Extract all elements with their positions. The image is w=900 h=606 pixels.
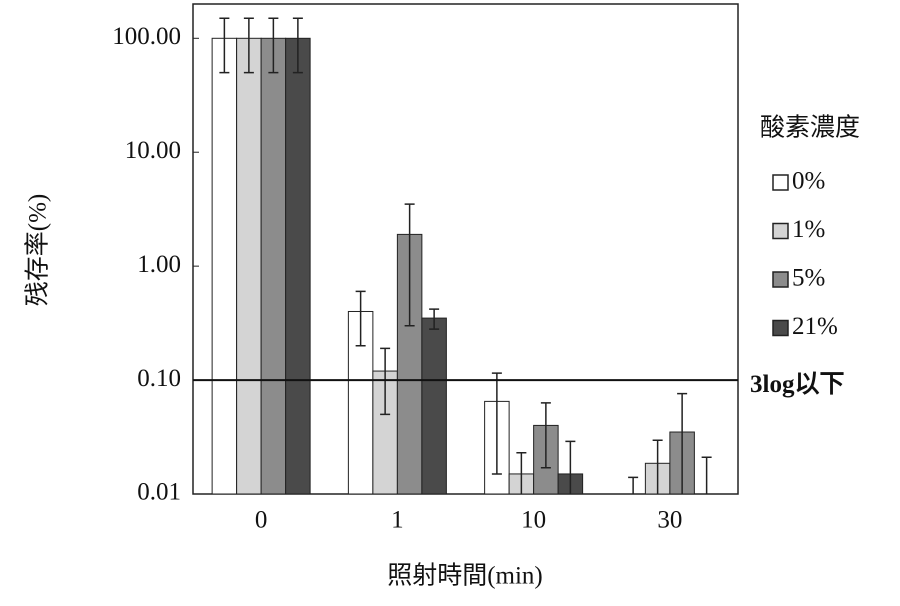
- error-bar: [652, 439, 663, 494]
- legend-label: 21%: [792, 313, 838, 340]
- x-tick-label: 30: [657, 507, 682, 534]
- error-bar: [380, 347, 391, 416]
- legend-label: 1%: [792, 216, 825, 243]
- x-tick-label: 0: [255, 507, 268, 534]
- error-bar: [429, 308, 440, 330]
- legend-title: 酸素濃度: [760, 114, 860, 142]
- legend-swatch: [772, 222, 789, 240]
- error-bar: [292, 17, 303, 74]
- error-bar: [540, 402, 551, 469]
- legend-label: 0%: [792, 168, 825, 195]
- error-bar: [491, 372, 502, 475]
- x-tick-label: 10: [521, 507, 546, 534]
- x-axis-label: 照射時間(min): [387, 562, 543, 590]
- bar: [285, 37, 311, 494]
- error-bar: [516, 452, 527, 494]
- error-bar: [628, 476, 639, 494]
- bar: [236, 37, 262, 494]
- error-bar: [677, 392, 688, 494]
- legend-label: 5%: [792, 265, 825, 292]
- error-bar: [565, 440, 576, 494]
- error-bar: [404, 203, 415, 327]
- y-tick-label: 0.10: [137, 365, 181, 392]
- y-axis-label: 残存率(%): [24, 194, 52, 306]
- plot-frame: [192, 3, 739, 495]
- error-bar: [243, 17, 254, 74]
- x-tick-label: 1: [391, 507, 404, 534]
- bar: [211, 37, 238, 494]
- legend-swatch: [772, 174, 789, 191]
- error-bar: [268, 17, 279, 74]
- legend-swatch: [772, 319, 789, 337]
- legend-swatch: [772, 271, 789, 288]
- error-bar: [219, 17, 230, 74]
- y-tick-label: 1.00: [137, 251, 181, 278]
- error-bar: [701, 456, 712, 494]
- bars: [211, 17, 712, 494]
- y-tick-label: 10.00: [125, 137, 181, 164]
- y-tick-label: 100.00: [112, 23, 181, 50]
- error-bar: [355, 290, 366, 347]
- y-tick-label: 0.01: [137, 479, 181, 506]
- bar: [421, 317, 447, 494]
- reference-label: 3log以下: [750, 371, 844, 398]
- bar: [260, 37, 287, 494]
